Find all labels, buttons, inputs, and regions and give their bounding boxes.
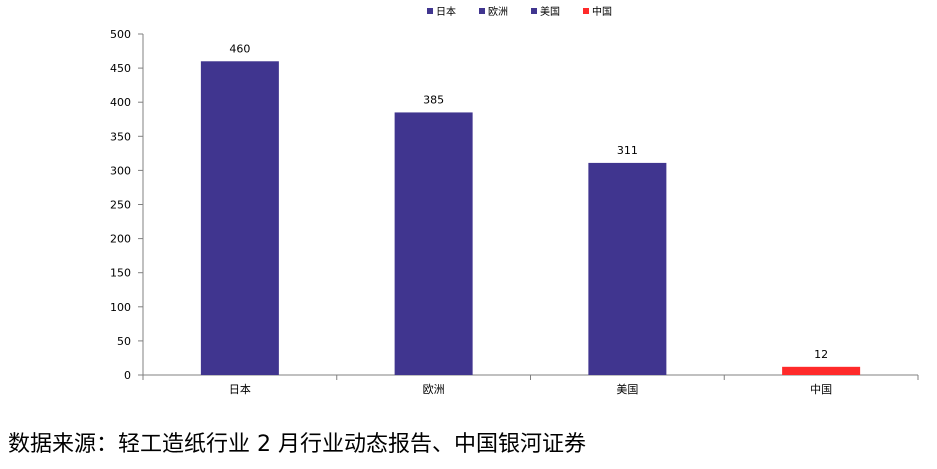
legend-label: 日本 bbox=[436, 5, 456, 18]
y-tick-label: 500 bbox=[110, 28, 131, 41]
source-caption: 数据来源：轻工造纸行业 2 月行业动态报告、中国银河证券 bbox=[8, 432, 586, 457]
y-tick-label: 50 bbox=[117, 335, 131, 348]
bar-2 bbox=[394, 112, 473, 376]
y-tick-label: 400 bbox=[110, 96, 131, 109]
y-tick-label: 0 bbox=[124, 369, 131, 382]
bar-1 bbox=[200, 61, 279, 375]
legend-swatch bbox=[479, 8, 485, 14]
y-tick-label: 450 bbox=[110, 62, 131, 75]
x-tick-label: 美国 bbox=[616, 383, 638, 396]
legend-label: 欧洲 bbox=[488, 6, 508, 18]
bar-chart: 0 50 100 150 200 250 300 350 400 450 500 460 日本 385 欧洲… bbox=[110, 5, 919, 396]
legend-swatch bbox=[427, 8, 433, 14]
data-label: 460 bbox=[229, 42, 250, 55]
y-tick-label: 250 bbox=[110, 199, 131, 212]
legend-label: 中国 bbox=[592, 5, 612, 18]
x-tick-label: 日本 bbox=[229, 382, 251, 396]
bar-4 bbox=[782, 366, 861, 375]
legend-swatch bbox=[531, 8, 537, 14]
legend-swatch bbox=[583, 8, 589, 14]
y-tick-label: 100 bbox=[110, 301, 131, 314]
y-tick-label: 150 bbox=[110, 267, 131, 280]
data-label: 385 bbox=[423, 93, 444, 106]
x-tick-label: 中国 bbox=[810, 383, 832, 396]
x-tick-label: 欧洲 bbox=[423, 383, 445, 396]
y-tick-label: 200 bbox=[110, 233, 131, 246]
data-label: 311 bbox=[617, 144, 638, 157]
y-tick-label: 350 bbox=[110, 130, 131, 143]
data-label: 12 bbox=[814, 348, 828, 361]
y-tick-label: 300 bbox=[110, 164, 131, 177]
bar-3 bbox=[588, 162, 667, 375]
legend-label: 美国 bbox=[540, 5, 560, 18]
